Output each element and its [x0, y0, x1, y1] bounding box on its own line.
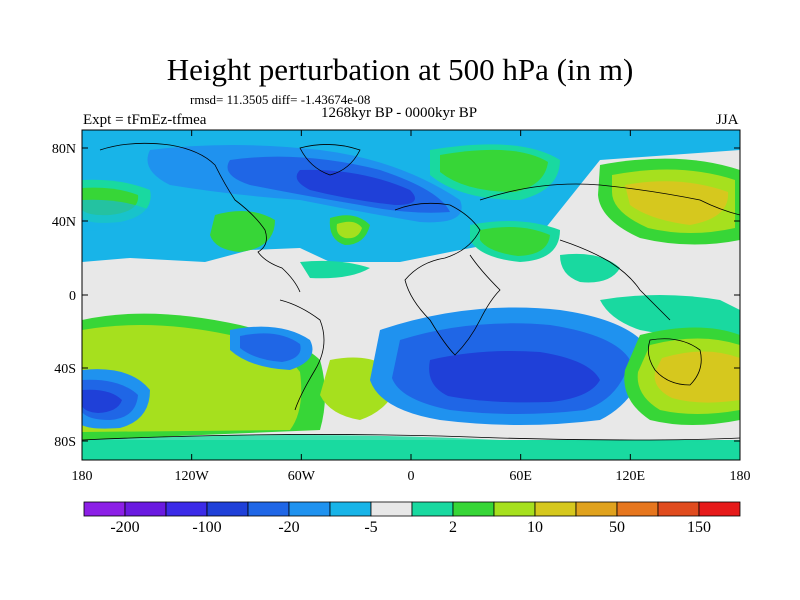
- lon-tick-label: 120W: [175, 469, 210, 484]
- colorbar-labels: -200 -100 -20 -5 2 10 50 150: [110, 519, 711, 536]
- coastlines: [82, 142, 740, 441]
- colorbar-swatch: [288, 501, 331, 517]
- lat-tick-label: 80N: [52, 142, 76, 157]
- lon-tick-label: 180: [730, 469, 751, 484]
- colorbar-label: -20: [278, 519, 299, 536]
- colorbar-label: 150: [687, 519, 711, 536]
- colorbar-swatch: [452, 501, 495, 517]
- colorbar-label: 50: [609, 519, 625, 536]
- colorbar-swatch: [534, 501, 577, 517]
- colorbar-label: 10: [527, 519, 543, 536]
- colorbar: [83, 501, 741, 517]
- colorbar-swatch: [575, 501, 618, 517]
- colorbar-swatch: [493, 501, 536, 517]
- colorbar-swatch: [411, 501, 454, 517]
- colorbar-swatch: [165, 501, 208, 517]
- lat-tick-label: 40N: [52, 215, 76, 230]
- colorbar-swatch: [206, 501, 249, 517]
- lon-tick-label: 60W: [288, 469, 316, 484]
- colorbar-label: -5: [364, 519, 377, 536]
- colorbar-swatch: [657, 501, 700, 517]
- colorbar-swatch: [370, 501, 413, 517]
- lat-tick-label: 80S: [54, 435, 76, 450]
- colorbar-label: 2: [449, 519, 457, 536]
- lat-axis: 80N 40N 0 40S 80S: [52, 142, 740, 450]
- stats-line: rmsd= 11.3505 diff= -1.43674e-08: [190, 92, 371, 107]
- colorbar-label: -200: [110, 519, 139, 536]
- lon-tick-label: 60E: [509, 469, 532, 484]
- colorbar-swatch: [124, 501, 167, 517]
- lat-tick-label: 0: [69, 289, 76, 304]
- colorbar-label: -100: [192, 519, 221, 536]
- colorbar-swatch: [247, 501, 290, 517]
- colorbar-swatch: [698, 501, 741, 517]
- lon-tick-label: 180: [72, 469, 93, 484]
- map-title: Height perturbation at 500 hPa (in m): [166, 52, 634, 87]
- lon-tick-label: 0: [408, 469, 415, 484]
- colorbar-swatch: [329, 501, 372, 517]
- experiment-label: Expt = tFmEz-tfmea: [83, 112, 207, 128]
- colorbar-swatch: [616, 501, 659, 517]
- lon-axis: 180 120W 60W 0 60E 120E 180: [72, 130, 751, 484]
- period-subtitle: 1268kyr BP - 0000kyr BP: [321, 105, 478, 121]
- height-field: [82, 130, 740, 460]
- lat-tick-label: 40S: [54, 362, 76, 377]
- lon-tick-label: 120E: [616, 469, 646, 484]
- colorbar-swatch: [83, 501, 126, 517]
- season-label: JJA: [716, 112, 739, 128]
